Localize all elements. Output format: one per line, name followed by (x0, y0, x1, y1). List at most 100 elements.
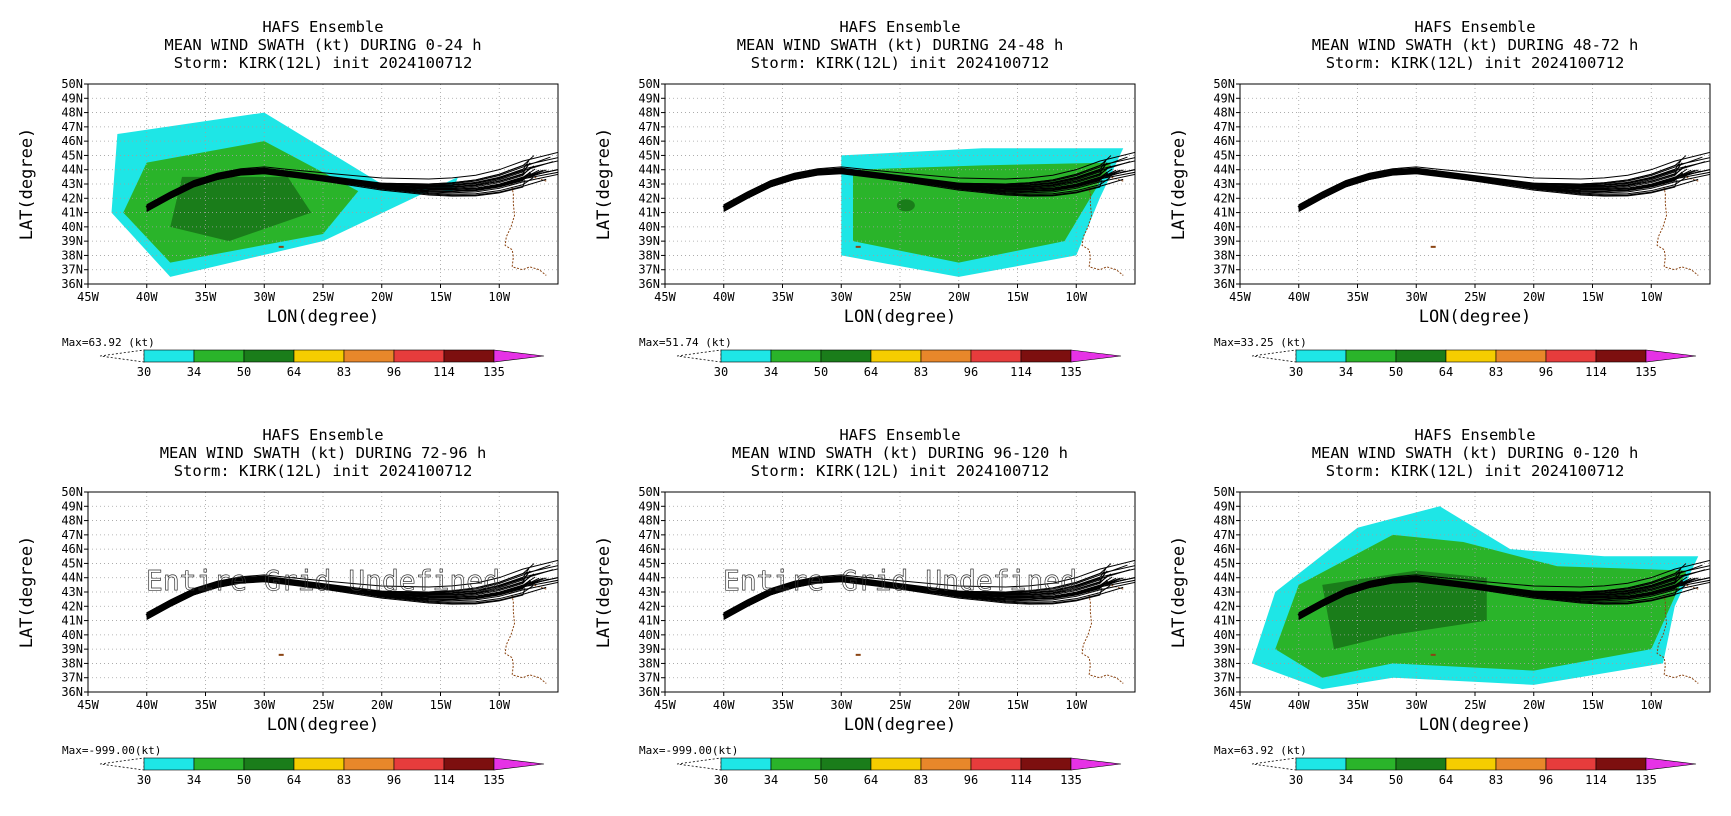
y-tick-label: 39N (61, 234, 83, 248)
coastline (1656, 582, 1699, 684)
y-tick-label: 45N (61, 148, 83, 162)
y-tick-label: 47N (1213, 120, 1235, 134)
ensemble-track (723, 559, 1135, 614)
colorbar-segment (1395, 757, 1447, 771)
plot-area (88, 492, 558, 692)
x-tick-label: 25W (889, 698, 911, 712)
y-tick-label: 50N (638, 485, 660, 499)
azores-island (855, 245, 861, 248)
y-tick-label: 43N (638, 585, 660, 599)
x-tick-label: 35W (1347, 698, 1369, 712)
y-tick-label: 44N (638, 571, 660, 585)
x-tick-label: 10W (1640, 698, 1662, 712)
x-tick-label: 40W (713, 290, 735, 304)
max-value-label: Max=-999.00(kt) (62, 744, 161, 757)
colorbar-label: 83 (337, 365, 351, 379)
colorbar-segment (770, 349, 822, 363)
y-axis-label: LAT(degree) (594, 536, 614, 649)
swath-50kt-area (1322, 570, 1487, 650)
y-tick-label: 45N (638, 148, 660, 162)
mean-track (145, 168, 359, 211)
colorbar-segment (343, 757, 395, 771)
colorbar-label: 30 (1289, 365, 1303, 379)
y-tick-label: 44N (638, 163, 660, 177)
colorbar-label: 114 (1010, 365, 1032, 379)
colorbar-label: 83 (914, 773, 928, 787)
y-tick-label: 44N (61, 571, 83, 585)
x-tick-label: 30W (1405, 290, 1427, 304)
x-axis-label: LON(degree) (267, 715, 380, 735)
y-tick-label: 38N (61, 248, 83, 262)
swath-50kt-area (896, 199, 915, 212)
colorbar-segment (770, 757, 822, 771)
plot-area (1240, 492, 1710, 692)
mean-track (722, 576, 936, 619)
ensemble-track (1298, 559, 1710, 614)
colorbar-segment (293, 757, 345, 771)
colorbar-high-end (1645, 349, 1697, 363)
x-tick-label: 10W (1065, 698, 1087, 712)
y-tick-label: 45N (638, 556, 660, 570)
x-tick-label: 15W (1582, 698, 1604, 712)
colorbar-label: 96 (1539, 365, 1553, 379)
colorbar-segment (1020, 349, 1072, 363)
azores-island (1430, 653, 1436, 656)
y-tick-label: 50N (638, 77, 660, 91)
y-tick-label: 50N (61, 77, 83, 91)
y-tick-label: 36N (61, 685, 83, 699)
y-tick-label: 37N (61, 671, 83, 685)
colorbar-low-end (99, 349, 145, 363)
colorbar-segment (193, 349, 245, 363)
colorbar-label: 34 (1339, 365, 1353, 379)
y-tick-label: 46N (1213, 542, 1235, 556)
y-tick-label: 36N (1213, 685, 1235, 699)
colorbar-label: 30 (714, 773, 728, 787)
x-tick-label: 45W (77, 698, 99, 712)
y-tick-label: 48N (638, 514, 660, 528)
x-tick-label: 10W (1065, 290, 1087, 304)
colorbar-segment (720, 349, 772, 363)
y-tick-label: 40N (61, 220, 83, 234)
x-tick-label: 25W (889, 290, 911, 304)
x-tick-label: 40W (136, 290, 158, 304)
x-tick-label: 35W (772, 698, 794, 712)
x-tick-label: 30W (1405, 698, 1427, 712)
colorbar-segment (243, 757, 295, 771)
plot-area (88, 84, 558, 284)
colorbar-label: 135 (483, 773, 505, 787)
x-tick-label: 25W (1464, 290, 1486, 304)
x-tick-label: 45W (654, 290, 676, 304)
y-tick-label: 36N (61, 277, 83, 291)
colorbar-segment (1545, 757, 1597, 771)
colorbar-segment (870, 349, 922, 363)
colorbar-segment (443, 757, 495, 771)
y-tick-label: 50N (1213, 485, 1235, 499)
y-tick-label: 46N (61, 542, 83, 556)
y-tick-label: 38N (1213, 248, 1235, 262)
x-axis-label: LON(degree) (1419, 715, 1532, 735)
x-axis-label: LON(degree) (267, 307, 380, 327)
x-axis-label: LON(degree) (844, 307, 957, 327)
x-tick-label: 30W (253, 698, 275, 712)
ensemble-track (1298, 166, 1684, 209)
colorbar-low-end (676, 349, 722, 363)
colorbar-segment (243, 349, 295, 363)
colorbar-label: 64 (1439, 773, 1453, 787)
azores-island (278, 245, 284, 248)
panel-storm-info: Storm: KIRK(12L) init 2024100712 (751, 462, 1050, 480)
y-tick-label: 39N (61, 642, 83, 656)
y-tick-label: 39N (638, 642, 660, 656)
colorbar-label: 30 (1289, 773, 1303, 787)
x-tick-label: 35W (1347, 290, 1369, 304)
x-tick-label: 35W (772, 290, 794, 304)
coastline (504, 174, 547, 276)
y-axis-label: LAT(degree) (17, 128, 37, 241)
max-value-label: Max=33.25 (kt) (1214, 336, 1307, 349)
x-tick-label: 35W (195, 290, 217, 304)
colorbar-label: 34 (1339, 773, 1353, 787)
x-tick-label: 20W (948, 290, 970, 304)
